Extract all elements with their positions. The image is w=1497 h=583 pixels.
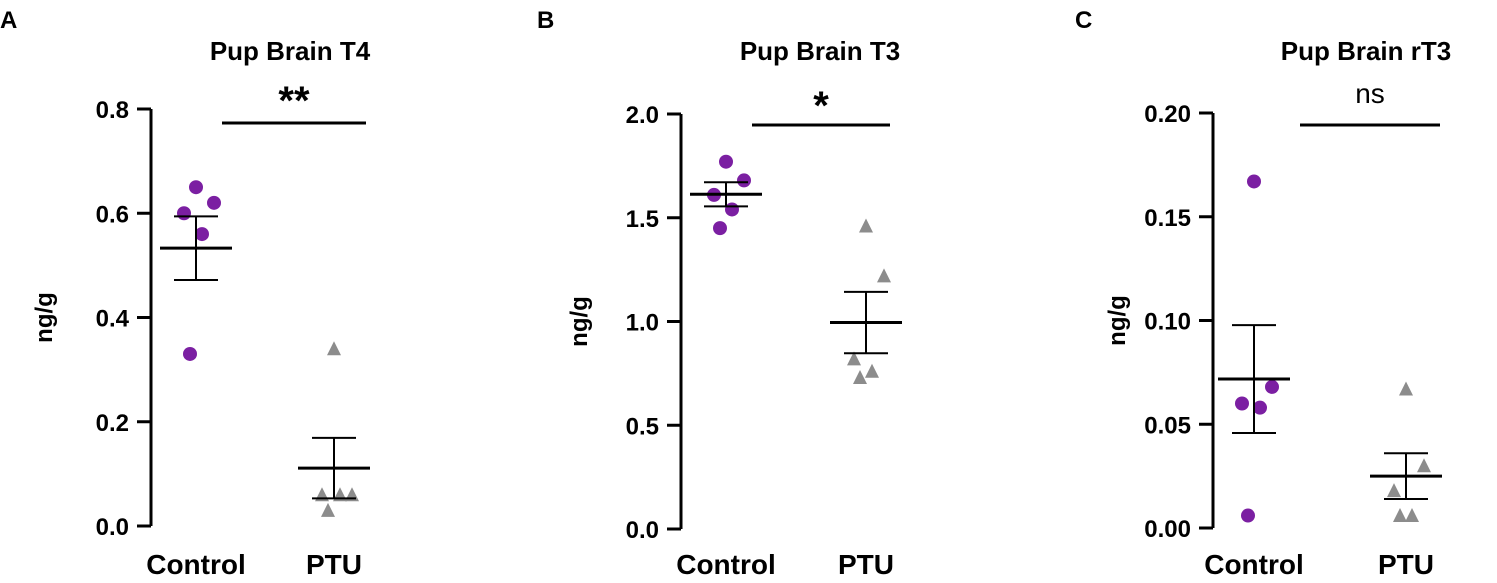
panel-label: C <box>1075 7 1092 34</box>
data-point <box>1393 508 1407 523</box>
data-point <box>737 173 751 188</box>
data-point <box>189 180 203 195</box>
x-tick-label: Control <box>146 549 246 580</box>
panel-a: A Pup Brain T4 ng/g 0.0 0.2 0.4 0.6 0.8 Control P… <box>0 7 371 580</box>
data-point <box>725 202 739 217</box>
data-point <box>847 351 861 366</box>
y-tick-label: 0.2 <box>96 410 129 437</box>
series-control <box>160 180 232 361</box>
y-tick-label: 0.0 <box>626 517 659 544</box>
data-point <box>195 227 209 242</box>
x-tick-label: Control <box>676 549 776 580</box>
x-tick-label: PTU <box>306 549 362 580</box>
data-point <box>1387 483 1401 498</box>
y-tick-label: 0.0 <box>96 514 129 541</box>
panel-b: B Pup Brain T3 ng/g 0.0 0.5 1.0 1.5 2.0 Control P… <box>537 7 902 580</box>
data-point <box>177 206 191 221</box>
y-tick-label: 1.0 <box>626 310 659 337</box>
x-tick-label: PTU <box>838 549 894 580</box>
panel-label: A <box>0 7 17 34</box>
y-tick-label: 0.6 <box>96 201 129 228</box>
y-tick-label: 0.05 <box>1144 412 1191 439</box>
panel-label: B <box>537 7 554 34</box>
y-tick-label: 1.5 <box>626 206 659 233</box>
y-axis-label: ng/g <box>31 292 58 343</box>
y-tick-label: 0.15 <box>1144 205 1191 232</box>
data-point <box>1405 508 1419 523</box>
data-point <box>1247 174 1261 189</box>
y-tick-label: 0.20 <box>1144 101 1191 128</box>
data-point <box>1241 508 1255 523</box>
y-tick-label: 0.4 <box>96 306 130 333</box>
y-tick-label: 0.5 <box>626 413 659 440</box>
chart-title: Pup Brain T3 <box>740 36 900 66</box>
chart-title: Pup Brain rT3 <box>1281 36 1451 66</box>
data-point <box>1417 458 1431 473</box>
series-control <box>1218 174 1290 523</box>
panel-c: C Pup Brain rT3 ng/g 0.00 0.05 0.10 0.15 0.20 Co… <box>1075 7 1451 580</box>
data-point <box>1235 396 1249 411</box>
series-ptu <box>298 341 370 517</box>
y-tick-label: 0.8 <box>96 97 129 124</box>
data-point <box>1253 400 1267 415</box>
data-point <box>327 341 341 356</box>
data-point <box>865 363 879 378</box>
y-tick-label: 0.10 <box>1144 309 1191 336</box>
chart-title: Pup Brain T4 <box>210 36 371 66</box>
x-tick-label: Control <box>1204 549 1304 580</box>
x-tick-label: PTU <box>1378 549 1434 580</box>
data-point <box>853 370 867 385</box>
series-control <box>690 154 762 236</box>
data-point <box>321 502 335 517</box>
significance-label: * <box>813 84 829 128</box>
data-point <box>207 195 221 210</box>
y-axis-label: ng/g <box>566 296 593 347</box>
y-tick-label: 0.00 <box>1144 516 1191 543</box>
data-point <box>1265 379 1279 394</box>
y-tick-label: 2.0 <box>626 102 659 129</box>
data-point <box>877 268 891 283</box>
series-ptu <box>830 218 902 385</box>
y-axis-label: ng/g <box>1104 295 1131 346</box>
data-point <box>1399 381 1413 396</box>
data-point <box>859 218 873 233</box>
significance-label: ** <box>278 79 310 123</box>
significance-label: ns <box>1355 78 1385 109</box>
data-point <box>713 221 727 236</box>
data-point <box>719 154 733 169</box>
series-ptu <box>1370 381 1442 523</box>
data-point <box>183 346 197 361</box>
